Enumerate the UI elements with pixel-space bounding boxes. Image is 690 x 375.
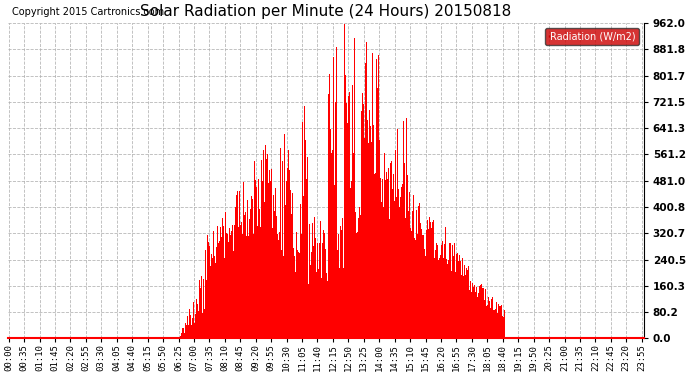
- Title: Solar Radiation per Minute (24 Hours) 20150818: Solar Radiation per Minute (24 Hours) 20…: [141, 4, 512, 19]
- Text: Copyright 2015 Cartronics.com: Copyright 2015 Cartronics.com: [12, 7, 164, 17]
- Legend: Radiation (W/m2): Radiation (W/m2): [545, 28, 639, 45]
